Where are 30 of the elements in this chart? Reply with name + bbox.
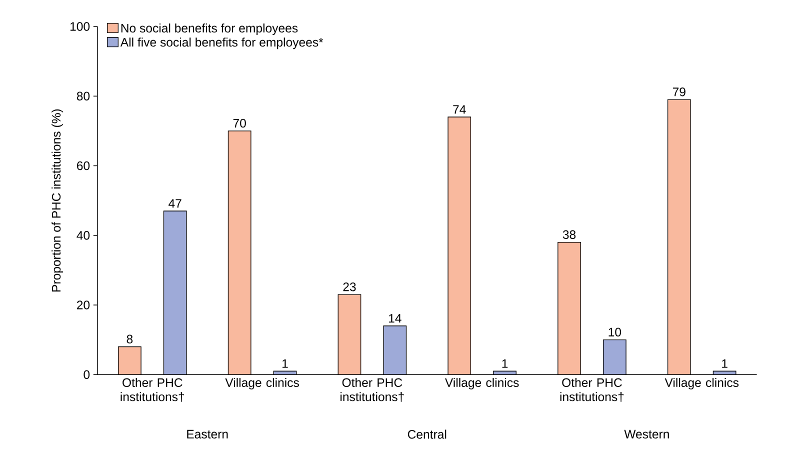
y-tick-label: 40	[76, 230, 90, 240]
y-tick-label: 0	[84, 370, 90, 379]
data-label: 79	[672, 87, 686, 96]
y-tick-label: 80	[76, 92, 90, 100]
data-label: 23	[343, 282, 356, 292]
x-tick-label: Other PHC institutions†	[560, 378, 624, 402]
x-tick-label: Other PHC institutions†	[340, 378, 404, 402]
data-label: 1	[502, 359, 508, 368]
y-tick-label: 20	[77, 300, 90, 310]
data-label: 47	[168, 199, 182, 208]
y-tick-label: 100	[70, 22, 90, 31]
data-label: 70	[233, 118, 246, 128]
x-tick-label: Other PHC institutions†	[120, 378, 184, 402]
x-tick-label: Village clinics	[225, 378, 299, 390]
x-tick-label: Village clinics	[444, 378, 519, 390]
data-label: 10	[608, 328, 622, 336]
text: Western	[624, 430, 669, 438]
data-label: 1	[722, 359, 728, 368]
legend-label: No social benefits for employees	[121, 23, 298, 35]
data-label: 1	[282, 359, 288, 368]
y-tick-label: 60	[77, 161, 90, 170]
data-label: 74	[453, 105, 466, 114]
data-label: 14	[388, 314, 402, 322]
data-label: 8	[126, 334, 133, 344]
data-label: 38	[562, 230, 576, 239]
text: Eastern	[187, 430, 228, 438]
text: Central	[408, 430, 446, 439]
x-tick-label: Village clinics	[664, 378, 739, 390]
y-axis-title: Proportion of PHC institutions (%)	[52, 109, 64, 292]
legend-label: All five social benefits for employees*	[120, 37, 324, 49]
